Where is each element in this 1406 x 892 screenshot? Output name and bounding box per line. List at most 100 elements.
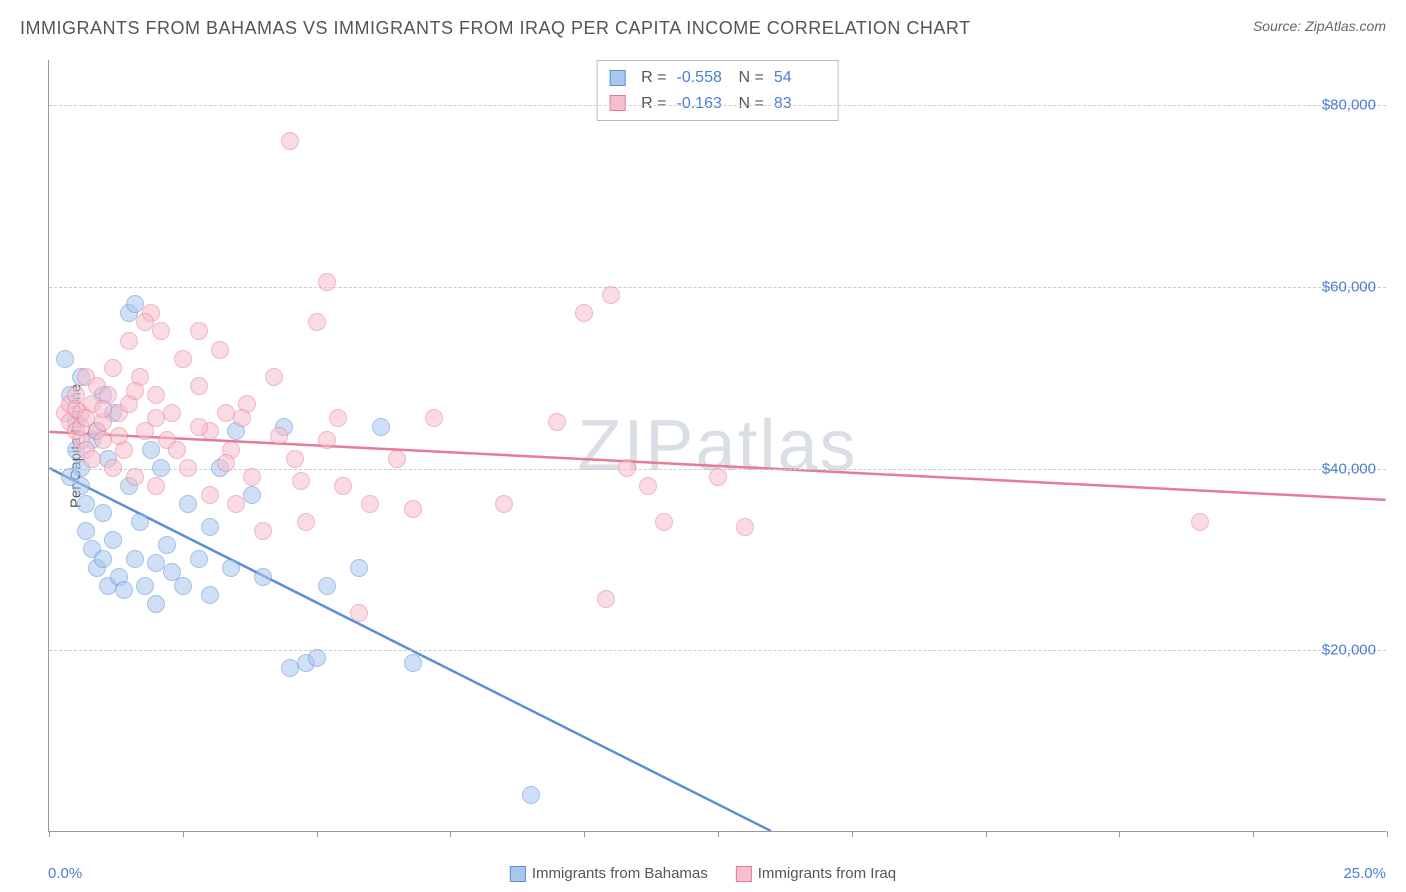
x-axis-end-label: 25.0% [1343,865,1386,882]
r-label: R = [641,65,666,91]
data-point [190,322,208,340]
series-legend: Immigrants from Bahamas Immigrants from I… [510,865,896,882]
correlation-stats-box: R =-0.558N =54R =-0.163N =83 [596,60,839,121]
data-point [334,477,352,495]
r-value: -0.558 [677,65,729,91]
x-tick [450,831,451,837]
data-point [372,418,390,436]
data-point [265,368,283,386]
data-point [152,459,170,477]
data-point [152,322,170,340]
x-tick [1119,831,1120,837]
data-point [190,418,208,436]
data-point [270,427,288,445]
x-tick [183,831,184,837]
legend-label: Immigrants from Iraq [758,865,896,882]
data-point [243,468,261,486]
data-point [115,581,133,599]
data-point [318,273,336,291]
data-point [147,477,165,495]
data-point [94,504,112,522]
data-point [201,486,219,504]
data-point [548,413,566,431]
data-point [190,550,208,568]
data-point [94,550,112,568]
data-point [179,495,197,513]
data-point [233,409,251,427]
gridline [49,105,1386,106]
data-point [56,350,74,368]
data-point [104,459,122,477]
data-point [174,350,192,368]
data-point [709,468,727,486]
data-point [77,409,95,427]
data-point [94,400,112,418]
x-tick [852,831,853,837]
data-point [736,518,754,536]
data-point [147,409,165,427]
data-point [83,450,101,468]
stats-row: R =-0.163N =83 [609,91,826,117]
legend-label: Immigrants from Bahamas [532,865,708,882]
data-point [104,531,122,549]
data-point [168,441,186,459]
data-point [174,577,192,595]
x-tick [49,831,50,837]
data-point [318,577,336,595]
legend-item: Immigrants from Iraq [736,865,896,882]
gridline [49,650,1386,651]
data-point [361,495,379,513]
x-tick [718,831,719,837]
n-value: 54 [774,65,826,91]
trend-lines-layer [49,60,1386,831]
legend-swatch [736,866,752,882]
r-value: -0.163 [677,91,729,117]
legend-swatch [510,866,526,882]
data-point [281,132,299,150]
data-point [147,595,165,613]
data-point [618,459,636,477]
x-tick [317,831,318,837]
data-point [211,341,229,359]
x-axis-start-label: 0.0% [48,865,82,882]
data-point [292,472,310,490]
scatter-chart: ZIPatlas R =-0.558N =54R =-0.163N =83 $2… [48,60,1386,832]
data-point [126,468,144,486]
data-point [602,286,620,304]
data-point [1191,513,1209,531]
data-point [142,441,160,459]
x-tick [584,831,585,837]
data-point [597,590,615,608]
data-point [254,568,272,586]
data-point [575,304,593,322]
data-point [639,477,657,495]
data-point [136,313,154,331]
data-point [110,427,128,445]
data-point [227,495,245,513]
data-point [163,404,181,422]
data-point [425,409,443,427]
y-tick-label: $20,000 [1322,642,1376,659]
data-point [179,459,197,477]
y-tick-label: $80,000 [1322,97,1376,114]
data-point [243,486,261,504]
data-point [350,559,368,577]
data-point [329,409,347,427]
n-label: N = [739,91,764,117]
data-point [147,386,165,404]
data-point [120,332,138,350]
gridline [49,287,1386,288]
data-point [254,522,272,540]
source-attribution: Source: ZipAtlas.com [1253,18,1386,34]
data-point [495,495,513,513]
data-point [136,577,154,595]
data-point [61,468,79,486]
y-tick-label: $60,000 [1322,279,1376,296]
data-point [222,559,240,577]
r-label: R = [641,91,666,117]
n-label: N = [739,65,764,91]
data-point [190,377,208,395]
data-point [104,359,122,377]
data-point [158,536,176,554]
data-point [308,649,326,667]
